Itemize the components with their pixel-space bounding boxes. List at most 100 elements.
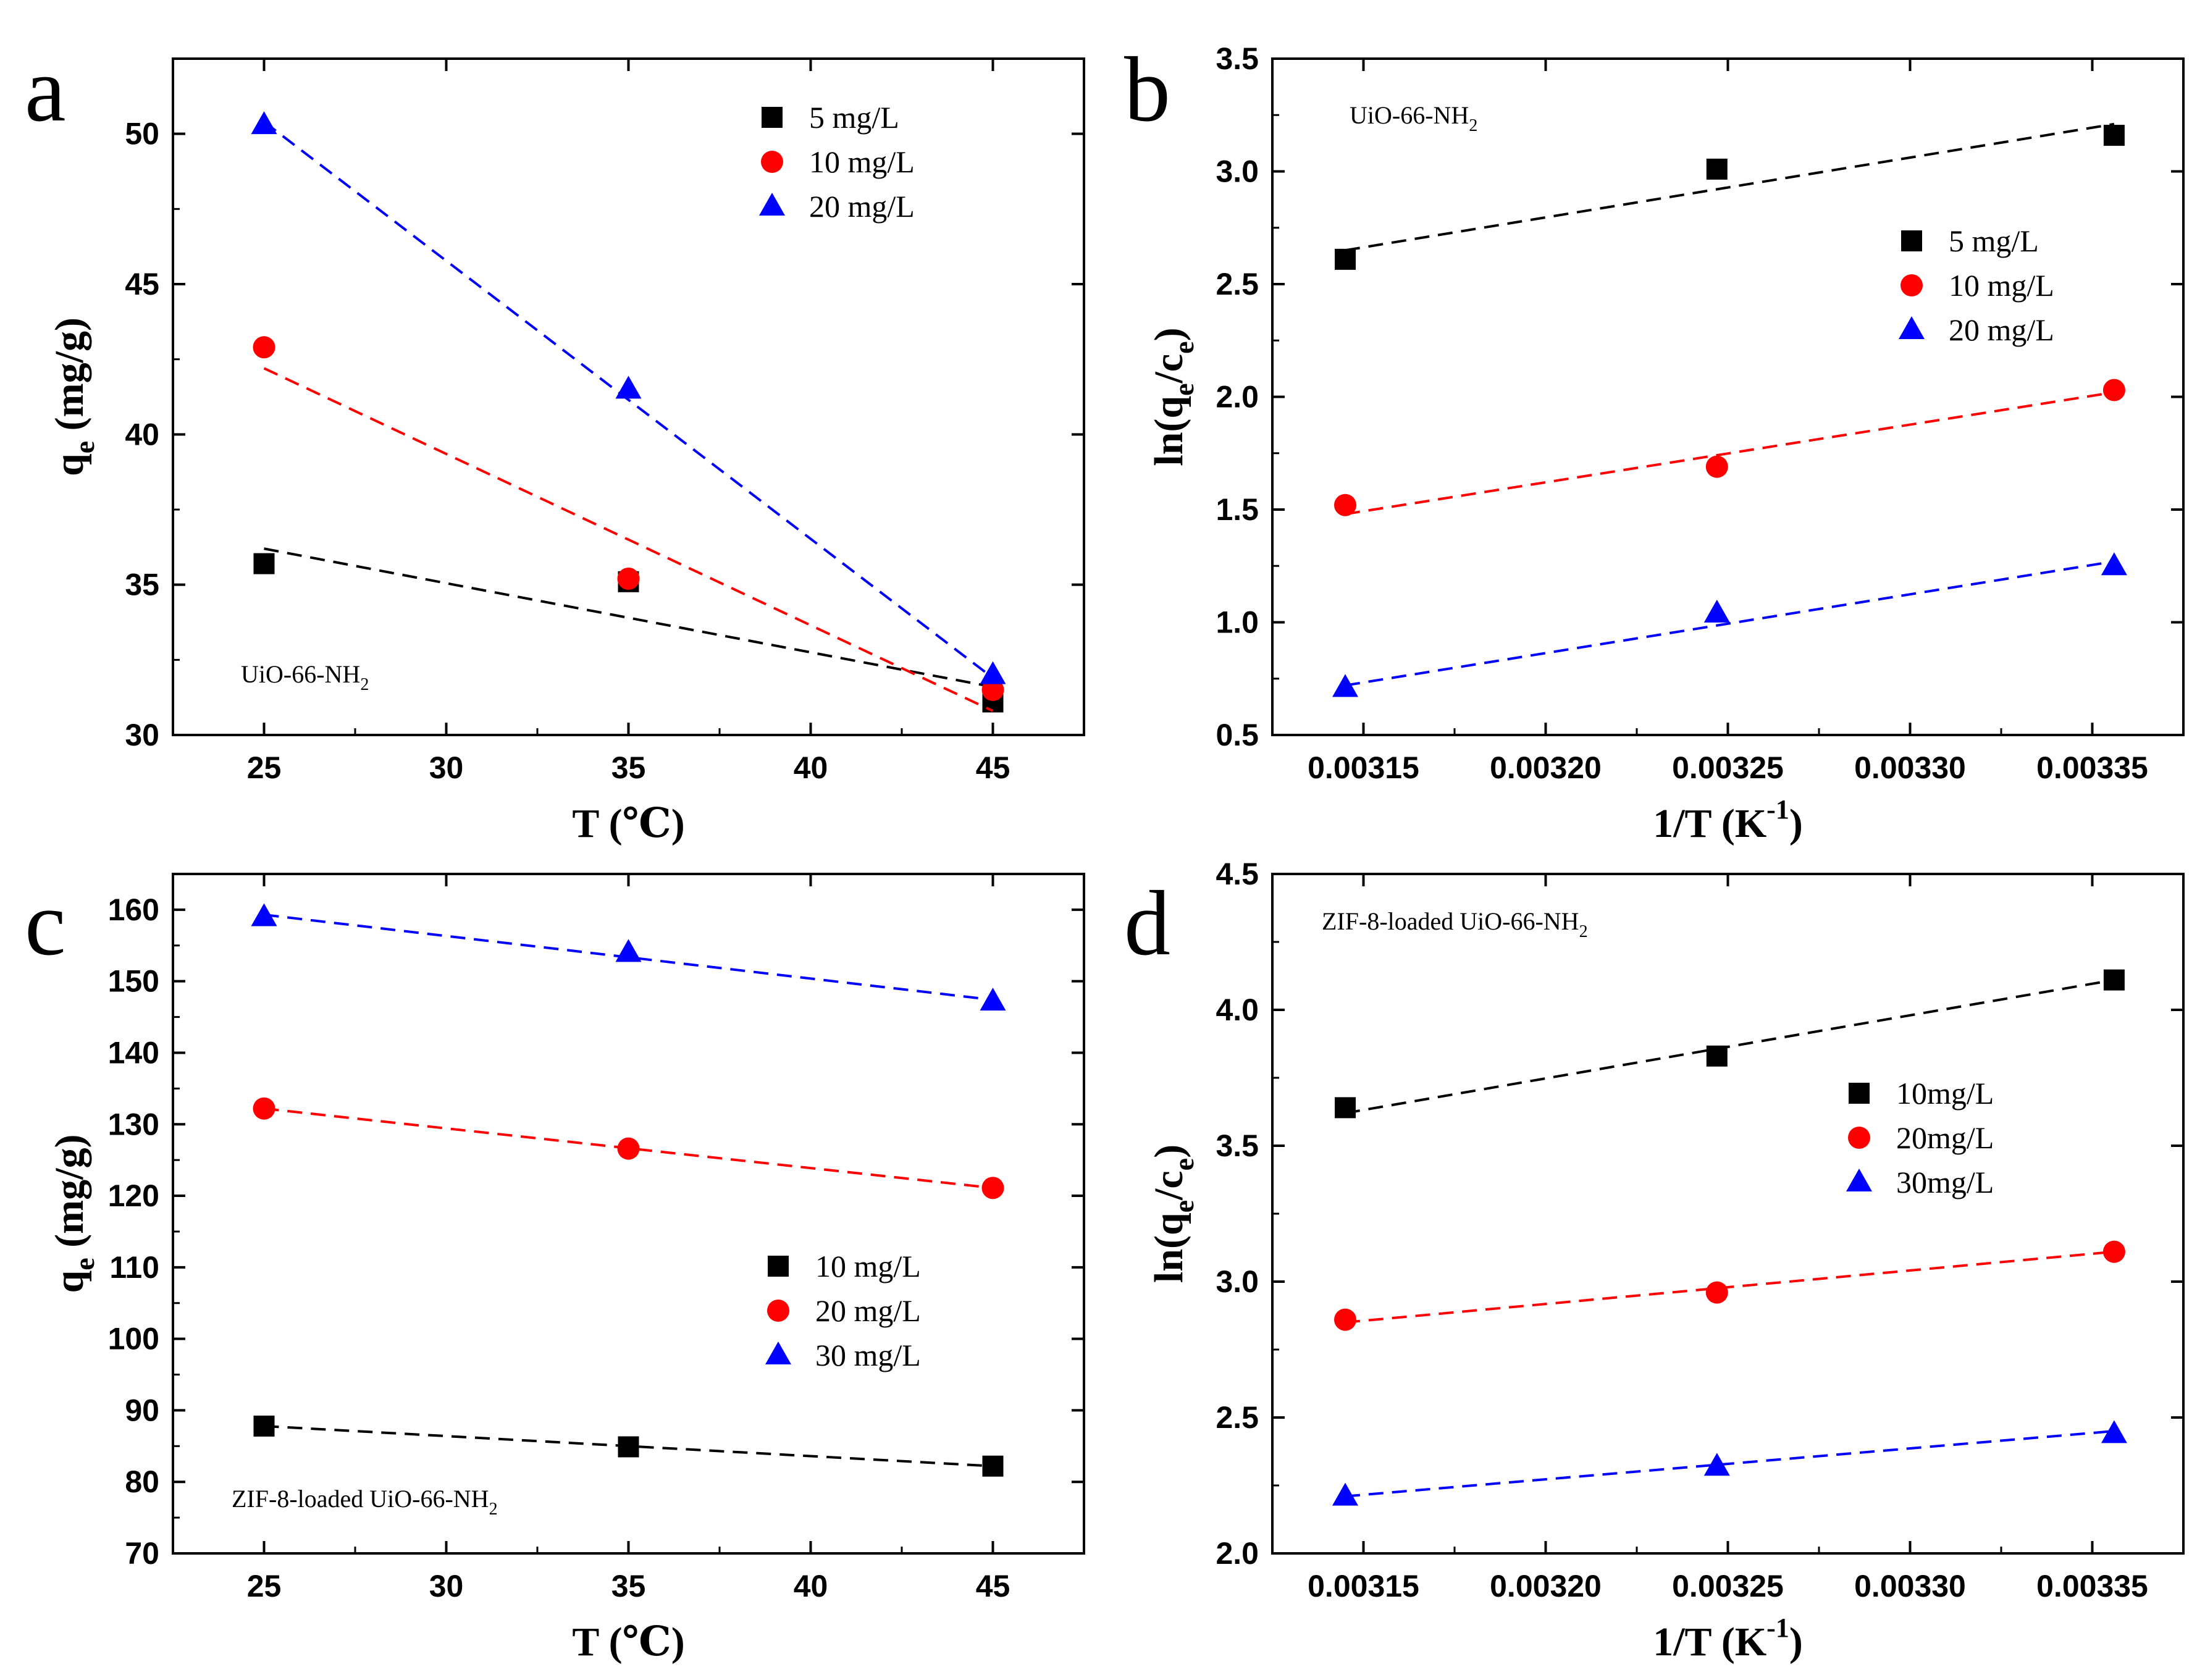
data-point: [1703, 1453, 1730, 1476]
data-point: [1335, 248, 1356, 270]
legend-label: 20mg/L: [1896, 1120, 1994, 1155]
x-axis-title: T (℃): [572, 801, 684, 846]
data-point: [1335, 1097, 1356, 1119]
panel-d: 0.00315 0.00320 0.00325 0.00330 0.00335 2.0 2.…: [1124, 857, 2185, 1665]
y-tick-label: 1.5: [1216, 492, 1259, 527]
y-tick-label: 2.0: [1216, 380, 1259, 414]
fit-line: [264, 914, 993, 1001]
y-tick-label: 2.5: [1216, 1400, 1259, 1435]
x-tick-label: 45: [976, 750, 1010, 785]
x-tick-label: 40: [794, 1569, 828, 1603]
legend-marker: [767, 1300, 789, 1322]
x-tick-label: 40: [794, 750, 828, 785]
data-point: [1706, 1045, 1728, 1067]
y-tick-label: 140: [108, 1035, 159, 1070]
series-square: [1335, 122, 2125, 270]
y-tick-label: 70: [125, 1536, 159, 1571]
data-point: [253, 553, 275, 574]
x-axis-title: 1/T (K-1): [1653, 1613, 1803, 1665]
x-tick-label: 30: [429, 750, 464, 785]
legend-marker: [768, 1256, 789, 1277]
legend-marker: [1900, 274, 1923, 296]
legend-label: 30 mg/L: [815, 1338, 921, 1372]
data-point: [251, 903, 277, 926]
fit-line: [263, 120, 994, 679]
legend-label: 10 mg/L: [1949, 268, 2054, 303]
y-tick-label: 30: [125, 718, 159, 752]
legend-label: 20 mg/L: [809, 189, 915, 224]
legend-label: 10 mg/L: [809, 145, 915, 179]
legend-label: 5 mg/L: [809, 100, 899, 135]
y-tick-label: 130: [108, 1107, 159, 1141]
panel-a: 25 30 35 40 45 30 35 40 45 50 T (℃) qe (mg/g) a UiO-6…: [25, 38, 1085, 846]
data-point: [981, 679, 1004, 701]
legend-marker: [1901, 230, 1922, 251]
data-point: [2102, 1240, 2125, 1263]
legend: 10mg/L 20mg/L 30mg/L: [1846, 1076, 1994, 1199]
data-point: [1332, 1482, 1358, 1506]
legend: 10 mg/L 20 mg/L 30 mg/L: [765, 1249, 921, 1372]
y-tick-label: 45: [125, 267, 159, 301]
x-tick-label: 0.00315: [1308, 1569, 1419, 1603]
data-point: [981, 1177, 1004, 1199]
fit-line: [1345, 560, 2115, 687]
fit-line: [1345, 122, 2115, 252]
fit-line: [1345, 978, 2115, 1115]
legend-marker: [1849, 1083, 1870, 1104]
data-point: [615, 376, 642, 399]
data-point: [617, 567, 640, 590]
y-tick-label: 100: [108, 1322, 159, 1356]
series-triangle: [251, 903, 1006, 1011]
data-point: [253, 336, 275, 359]
panel-letter: d: [1124, 872, 1170, 975]
legend-label: 20 mg/L: [1949, 313, 2054, 347]
y-axis-title: ln(qe/ce): [1146, 327, 1199, 466]
data-point: [1706, 158, 1728, 180]
y-tick-label: 110: [109, 1250, 159, 1285]
data-point: [982, 1455, 1004, 1477]
x-tick-label: 0.00335: [2036, 1569, 2148, 1603]
fit-line: [1345, 1430, 2115, 1498]
data-point: [2101, 552, 2127, 576]
legend-marker: [1846, 1169, 1872, 1191]
data-point: [1705, 1281, 1728, 1304]
sample-annotation: ZIF-8-loaded UiO-66-NH2: [1322, 907, 1588, 941]
series-circle: [253, 1097, 1004, 1199]
fit-line: [263, 367, 994, 712]
x-tick-label: 45: [976, 1569, 1010, 1603]
data-point: [2103, 969, 2125, 991]
series-circle: [1334, 379, 2125, 516]
y-tick-label: 1.0: [1216, 605, 1259, 640]
legend-label: 5 mg/L: [1949, 224, 2039, 258]
y-tick-label: 3.5: [1216, 41, 1259, 76]
series-circle: [1334, 1240, 2125, 1331]
y-tick-label: 4.5: [1216, 857, 1259, 891]
legend-marker: [1848, 1127, 1870, 1149]
y-tick-label: 3.5: [1216, 1128, 1259, 1163]
series-circle: [253, 336, 1004, 712]
y-axis-title: qe (mg/g): [47, 1135, 100, 1293]
data-point: [2101, 1420, 2127, 1443]
sample-annotation: UiO-66-NH2: [241, 660, 369, 694]
data-point: [1703, 599, 1730, 623]
y-tick-label: 3.0: [1216, 154, 1259, 189]
x-tick-label: 0.00320: [1490, 750, 1602, 785]
x-tick-label: 35: [611, 750, 646, 785]
data-point: [980, 661, 1006, 684]
plot-frame: [1271, 57, 2185, 736]
panel-letter: c: [25, 872, 66, 975]
y-tick-label: 90: [125, 1393, 159, 1427]
data-point: [1334, 494, 1356, 516]
fit-line: [1345, 1250, 2115, 1324]
panel-b: 0.00315 0.00320 0.00325 0.00330 0.00335 0.5 1.…: [1124, 38, 2185, 846]
legend-marker: [765, 1342, 791, 1364]
data-point: [251, 111, 277, 135]
data-point: [1332, 674, 1358, 697]
x-tick-label: 0.00330: [1854, 750, 1966, 785]
y-tick-label: 2.5: [1216, 267, 1259, 301]
y-tick-label: 35: [125, 568, 159, 602]
x-tick-label: 0.00330: [1854, 1569, 1966, 1603]
data-point: [1705, 455, 1728, 478]
y-tick-label: 2.0: [1216, 1536, 1259, 1571]
